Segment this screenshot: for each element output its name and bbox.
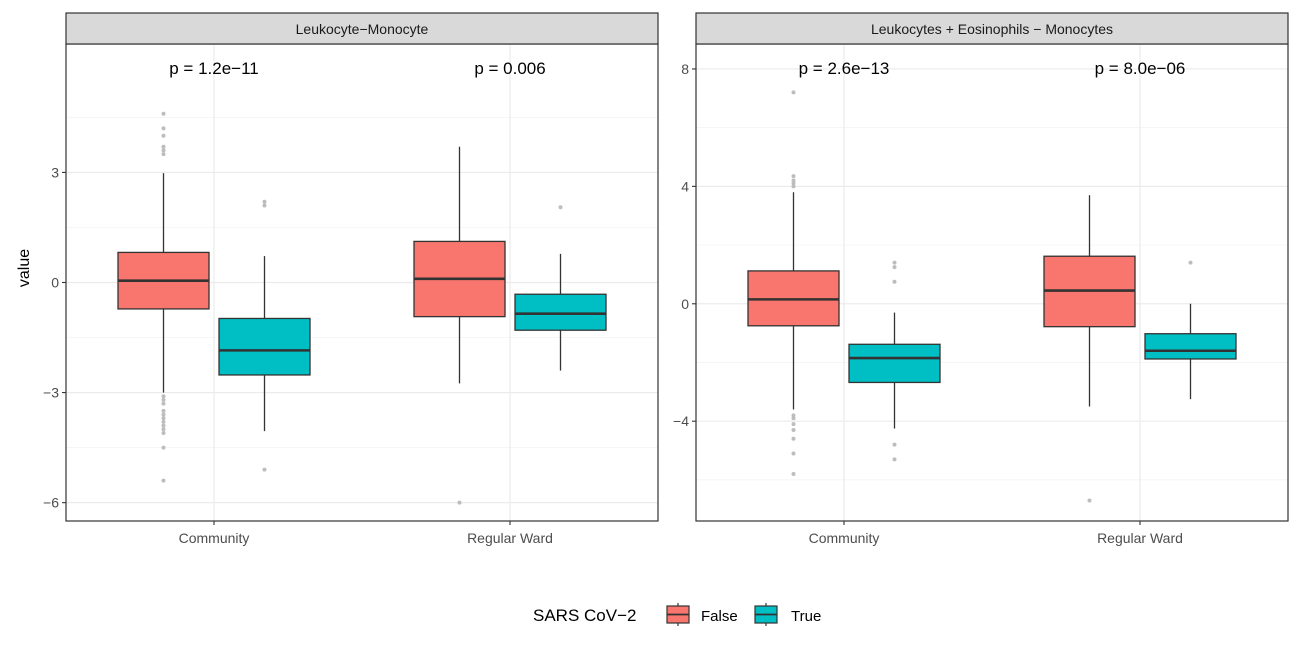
y-tick-label: −3: [43, 385, 59, 401]
outlier-point: [161, 430, 166, 435]
outlier-point: [892, 260, 897, 265]
outlier-point: [791, 184, 796, 189]
outlier-point: [161, 412, 166, 417]
y-axis-title: value: [16, 249, 33, 287]
y-tick-label: 0: [51, 275, 59, 291]
box-true-regular-ward: [514, 205, 607, 371]
legend-title: SARS CoV−2: [533, 606, 636, 625]
x-tick-label: Community: [809, 530, 880, 546]
outlier-point: [791, 178, 796, 183]
box-false-community: [747, 90, 840, 477]
outlier-point: [161, 401, 166, 406]
y-tick-label: 4: [681, 178, 689, 194]
outlier-point: [262, 199, 267, 204]
box-false-community: [117, 111, 210, 483]
facet-strip: [65, 12, 659, 45]
outlier-point: [791, 428, 796, 433]
outlier-point: [791, 451, 796, 456]
box-false-regular-ward: [1043, 195, 1136, 503]
outlier-point: [791, 436, 796, 441]
box-body: [514, 293, 607, 331]
facet-strip-title: Leukocyte−Monocyte: [296, 21, 429, 37]
outlier-point: [161, 111, 166, 116]
p-value-label: p = 1.2e−11: [169, 59, 259, 78]
facet-strip-title: Leukocytes + Eosinophils − Monocytes: [871, 21, 1113, 37]
box-true-community: [218, 199, 311, 472]
outlier-point: [161, 144, 166, 149]
outlier-point: [1188, 260, 1193, 265]
box-body: [848, 343, 941, 384]
outlier-point: [791, 472, 796, 477]
outlier-point: [791, 413, 796, 418]
y-tick-label: 8: [681, 61, 689, 77]
outlier-point: [791, 181, 796, 186]
outlier-point: [161, 408, 166, 413]
panel-1: p = 1.2e−11 p = 0.006 Leukocyte−Monocyte −6…: [43, 12, 659, 546]
box-body: [218, 317, 311, 376]
outlier-point: [791, 90, 796, 95]
box-true-community: [848, 260, 941, 462]
outlier-point: [161, 397, 166, 402]
x-tick-label: Regular Ward: [467, 530, 553, 546]
outlier-point: [161, 419, 166, 424]
box-true-regular-ward: [1144, 260, 1237, 400]
outlier-point: [892, 279, 897, 284]
outlier-point: [892, 442, 897, 447]
legend-item-false: False: [666, 603, 738, 626]
outlier-point: [161, 445, 166, 450]
y-tick-label: 0: [681, 296, 689, 312]
outlier-point: [262, 203, 267, 208]
outlier-point: [161, 126, 166, 131]
p-value-label: p = 0.006: [474, 59, 545, 78]
facet-strip: [695, 12, 1289, 45]
legend: SARS CoV−2 False True: [533, 603, 821, 626]
outlier-point: [1087, 498, 1092, 503]
x-tick-label: Community: [179, 530, 250, 546]
outlier-point: [791, 416, 796, 421]
outlier-point: [161, 133, 166, 138]
panel-2: p = 2.6e−13 p = 8.0e−06 Leukocytes + Eosin…: [673, 12, 1289, 546]
outlier-point: [892, 265, 897, 270]
outlier-point: [262, 467, 267, 472]
outlier-point: [791, 174, 796, 179]
y-tick-label: 3: [51, 164, 59, 180]
y-tick-label: −4: [673, 413, 689, 429]
outlier-point: [558, 205, 563, 210]
outlier-point: [161, 478, 166, 483]
outlier-point: [161, 152, 166, 157]
box-false-regular-ward: [413, 146, 506, 505]
outlier-point: [161, 394, 166, 399]
outlier-point: [161, 427, 166, 432]
x-tick-label: Regular Ward: [1097, 530, 1183, 546]
legend-item-true: True: [754, 603, 821, 626]
box-body: [1144, 333, 1237, 360]
p-value-label: p = 2.6e−13: [799, 59, 890, 78]
panels: p = 1.2e−11 p = 0.006 Leukocyte−Monocyte −6…: [43, 12, 1289, 546]
outlier-point: [457, 500, 462, 505]
outlier-point: [892, 457, 897, 462]
y-tick-label: −6: [43, 495, 59, 511]
outlier-point: [161, 423, 166, 428]
outlier-point: [161, 148, 166, 153]
legend-label-false: False: [701, 608, 738, 625]
outlier-point: [161, 416, 166, 421]
legend-label-true: True: [791, 608, 821, 625]
p-value-label: p = 8.0e−06: [1095, 59, 1186, 78]
outlier-point: [791, 422, 796, 427]
